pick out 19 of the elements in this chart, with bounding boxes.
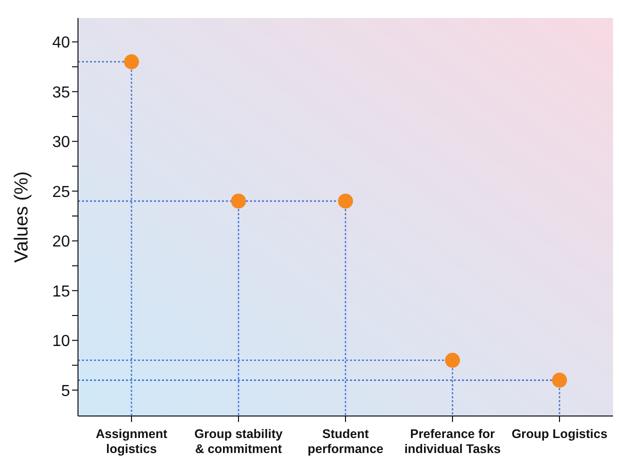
point	[552, 372, 567, 388]
x-tick-label: Assignment logistics	[96, 427, 168, 456]
y-tick-label: 35	[52, 84, 70, 102]
y-tick-label: 40	[52, 34, 70, 52]
y-tick-label: 10	[52, 333, 70, 350]
point	[124, 54, 139, 70]
point	[231, 194, 246, 209]
y-tick-label: 20	[52, 234, 70, 251]
point	[338, 194, 353, 209]
x-tick-label: Group stability & commitment	[194, 427, 283, 456]
y-tick-label: 25	[52, 184, 70, 201]
y-axis-title: Values (%)	[12, 171, 32, 263]
x-tick-label: Group Logistics	[512, 427, 608, 441]
x-tick-label: Student performance	[308, 427, 384, 456]
x-tick-label: Preferance for individual Tasks	[404, 427, 501, 456]
point	[445, 352, 460, 368]
y-tick-label: 30	[52, 134, 70, 152]
y-tick-label: 5	[61, 382, 70, 400]
y-tick-label: 15	[52, 283, 70, 300]
